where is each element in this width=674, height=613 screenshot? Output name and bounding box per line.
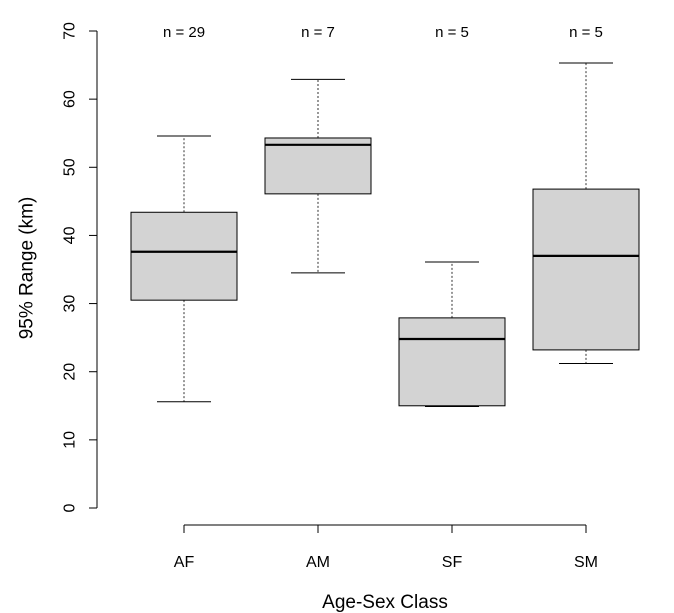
box-iqr bbox=[130, 211, 238, 301]
y-tick-label: 20 bbox=[62, 363, 79, 381]
y-tick-label: 0 bbox=[62, 503, 79, 512]
sample-size-label: n = 7 bbox=[301, 24, 335, 41]
sample-size-label: n = 29 bbox=[163, 24, 205, 41]
box-iqr bbox=[532, 188, 640, 351]
y-tick-label: 50 bbox=[62, 158, 79, 176]
x-tick-label: SM bbox=[574, 554, 598, 571]
plot-area: 0 10 20 30 40 50 60 70 AF n = 29 AM n = 7 SF n = 5 SM n… bbox=[62, 22, 640, 571]
sample-size-label: n = 5 bbox=[569, 24, 603, 41]
x-tick-label: AF bbox=[174, 554, 195, 571]
y-tick-label: 60 bbox=[62, 90, 79, 108]
x-tick-label: AM bbox=[306, 554, 330, 571]
box-iqr bbox=[398, 317, 506, 407]
y-tick-label: 70 bbox=[62, 22, 79, 40]
x-tick-label: SF bbox=[442, 554, 463, 571]
y-tick-label: 10 bbox=[62, 431, 79, 449]
box-iqr bbox=[264, 137, 372, 195]
x-axis-title: Age-Sex Class bbox=[322, 592, 448, 613]
y-tick-label: 40 bbox=[62, 226, 79, 244]
y-tick-label: 30 bbox=[62, 295, 79, 313]
sample-size-label: n = 5 bbox=[435, 24, 469, 41]
y-axis-title: 95% Range (km) bbox=[17, 197, 38, 340]
